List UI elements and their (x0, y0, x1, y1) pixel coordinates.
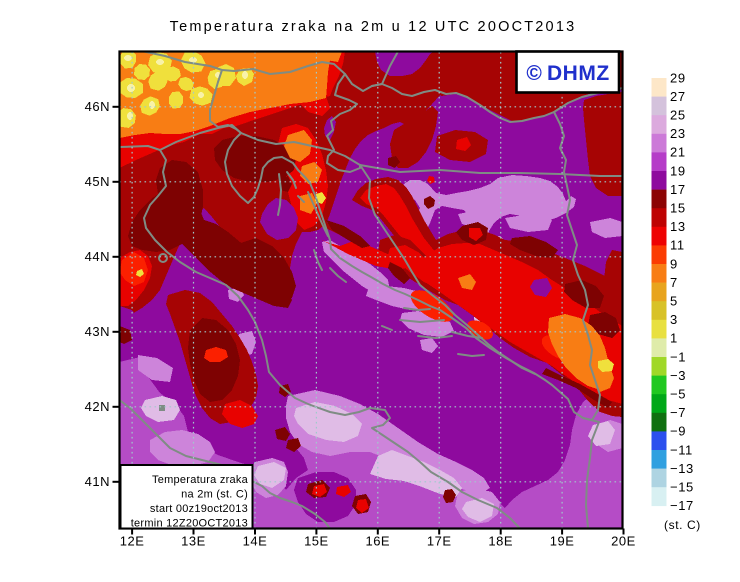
svg-text:na 2m (st. C): na 2m (st. C) (181, 489, 248, 501)
svg-text:19: 19 (670, 163, 686, 178)
svg-text:42N: 42N (85, 399, 110, 414)
svg-text:−1: −1 (670, 349, 686, 364)
svg-text:18E: 18E (488, 534, 513, 549)
svg-text:17E: 17E (427, 534, 452, 549)
svg-text:© DHMZ: © DHMZ (526, 62, 609, 85)
svg-text:termin 12Z20OCT2013: termin 12Z20OCT2013 (131, 518, 248, 530)
svg-text:12E: 12E (120, 534, 145, 549)
svg-text:23: 23 (670, 126, 686, 141)
svg-text:−13: −13 (670, 461, 694, 476)
svg-text:44N: 44N (85, 249, 110, 264)
svg-text:−11: −11 (670, 442, 693, 457)
svg-text:−15: −15 (670, 480, 694, 495)
svg-text:45N: 45N (85, 174, 110, 189)
svg-text:19E: 19E (550, 534, 575, 549)
svg-text:1: 1 (670, 331, 678, 346)
svg-text:29: 29 (670, 70, 686, 85)
svg-text:9: 9 (670, 256, 678, 271)
svg-text:−5: −5 (670, 387, 686, 402)
svg-text:15: 15 (670, 201, 686, 216)
svg-text:14E: 14E (243, 534, 268, 549)
svg-text:20E: 20E (611, 534, 636, 549)
svg-text:43N: 43N (85, 324, 110, 339)
svg-text:−17: −17 (670, 498, 694, 513)
svg-text:Temperatura zraka na 2m u: Temperatura zraka na 2m u 12 UTC 20OCT20… (170, 19, 577, 35)
svg-text:start 00z19oct2013: start 00z19oct2013 (150, 503, 248, 515)
svg-text:5: 5 (670, 294, 678, 309)
svg-text:11: 11 (670, 238, 685, 253)
svg-text:13: 13 (670, 219, 686, 234)
svg-text:Temperatura zraka: Temperatura zraka (152, 474, 249, 486)
svg-text:3: 3 (670, 312, 678, 327)
svg-text:21: 21 (670, 145, 686, 160)
svg-text:46N: 46N (85, 99, 110, 114)
svg-text:(st. C): (st. C) (664, 518, 701, 532)
svg-text:15E: 15E (304, 534, 329, 549)
svg-text:7: 7 (670, 275, 678, 290)
svg-text:−9: −9 (670, 424, 686, 439)
svg-text:−7: −7 (670, 405, 686, 420)
svg-text:16E: 16E (365, 534, 390, 549)
svg-text:25: 25 (670, 108, 686, 123)
svg-text:27: 27 (670, 89, 686, 104)
svg-text:41N: 41N (85, 474, 110, 489)
svg-text:−3: −3 (670, 368, 686, 383)
svg-text:17: 17 (670, 182, 686, 197)
svg-text:13E: 13E (181, 534, 206, 549)
